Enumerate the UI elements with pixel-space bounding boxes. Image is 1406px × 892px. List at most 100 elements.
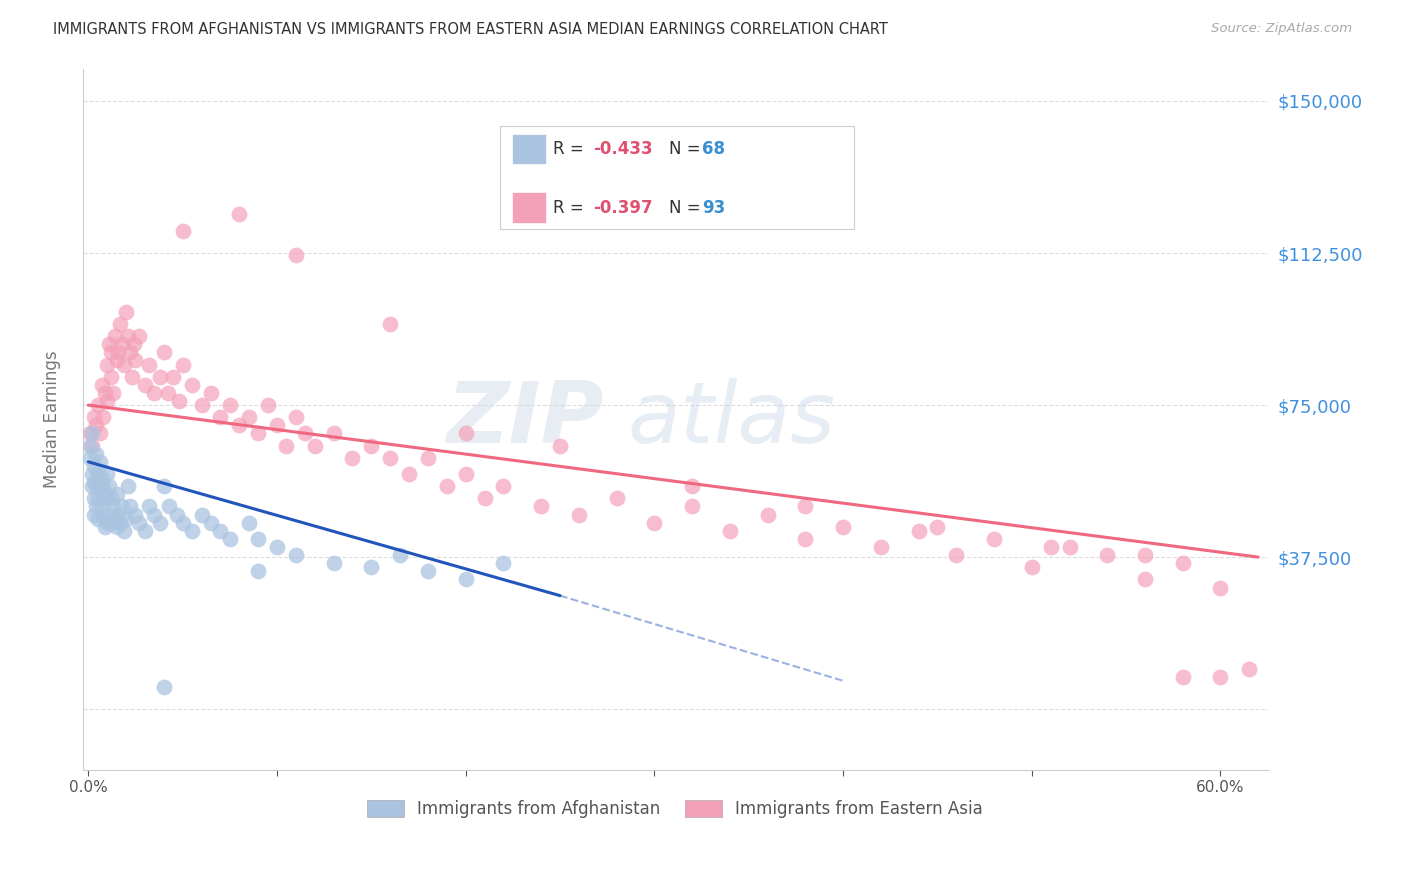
- Point: [1039, 540, 1062, 554]
- Point: [84, 500, 107, 514]
- Point: [83, 458, 105, 473]
- Point: [96, 394, 118, 409]
- Point: [96, 516, 118, 530]
- Point: [238, 516, 260, 530]
- Point: [172, 516, 194, 530]
- Point: [121, 369, 143, 384]
- Point: [96, 467, 118, 481]
- Point: [200, 516, 222, 530]
- Point: [218, 398, 240, 412]
- Point: [1237, 662, 1260, 676]
- Point: [100, 369, 122, 384]
- Point: [104, 511, 127, 525]
- Point: [606, 491, 628, 506]
- Point: [436, 479, 458, 493]
- Point: [90, 377, 112, 392]
- Point: [87, 467, 110, 481]
- Point: [84, 447, 107, 461]
- Point: [398, 467, 420, 481]
- Point: [94, 519, 117, 533]
- Point: [360, 560, 382, 574]
- Point: [93, 479, 115, 493]
- Point: [416, 564, 439, 578]
- Point: [945, 548, 967, 562]
- Point: [1209, 670, 1232, 684]
- Point: [228, 418, 250, 433]
- Point: [927, 519, 949, 533]
- Point: [247, 564, 270, 578]
- Point: [247, 532, 270, 546]
- Point: [756, 508, 779, 522]
- Point: [96, 491, 118, 506]
- Point: [568, 508, 591, 522]
- Point: [87, 491, 110, 506]
- Point: [134, 377, 156, 392]
- Point: [90, 500, 112, 514]
- Text: N =: N =: [669, 199, 706, 217]
- Point: [149, 516, 172, 530]
- Text: 68: 68: [703, 140, 725, 158]
- Point: [832, 519, 855, 533]
- Point: [492, 479, 515, 493]
- Point: [143, 385, 166, 400]
- Text: atlas: atlas: [627, 377, 835, 461]
- Point: [93, 508, 115, 522]
- Point: [96, 358, 118, 372]
- Point: [79, 426, 101, 441]
- Point: [1059, 540, 1081, 554]
- Point: [94, 385, 117, 400]
- Point: [124, 353, 146, 368]
- Point: [83, 508, 105, 522]
- Point: [228, 207, 250, 221]
- Point: [80, 467, 103, 481]
- Point: [907, 524, 929, 538]
- Point: [80, 426, 103, 441]
- Point: [98, 508, 121, 522]
- Point: [128, 329, 150, 343]
- Point: [380, 317, 402, 331]
- Point: [172, 224, 194, 238]
- Point: [284, 248, 307, 262]
- Point: [79, 439, 101, 453]
- Text: 93: 93: [703, 199, 725, 217]
- Point: [209, 524, 232, 538]
- Point: [89, 479, 111, 493]
- Point: [794, 500, 817, 514]
- Point: [166, 508, 188, 522]
- Point: [117, 329, 139, 343]
- Point: [83, 491, 105, 506]
- Point: [643, 516, 665, 530]
- Point: [87, 398, 110, 412]
- Point: [681, 479, 703, 493]
- Point: [138, 358, 160, 372]
- Point: [304, 439, 326, 453]
- Legend: Immigrants from Afghanistan, Immigrants from Eastern Asia: Immigrants from Afghanistan, Immigrants …: [360, 793, 990, 825]
- Point: [548, 439, 571, 453]
- Point: [100, 516, 122, 530]
- Text: Source: ZipAtlas.com: Source: ZipAtlas.com: [1212, 22, 1353, 36]
- Point: [115, 511, 138, 525]
- Point: [530, 500, 553, 514]
- Point: [112, 524, 135, 538]
- Point: [118, 345, 141, 359]
- Point: [284, 410, 307, 425]
- Point: [83, 475, 105, 489]
- Text: -0.397: -0.397: [593, 199, 652, 217]
- Point: [89, 455, 111, 469]
- Point: [181, 377, 204, 392]
- Point: [322, 556, 344, 570]
- Point: [492, 556, 515, 570]
- Point: [869, 540, 891, 554]
- Point: [105, 487, 128, 501]
- Text: R =: R =: [554, 140, 589, 158]
- Text: R =: R =: [554, 199, 589, 217]
- Point: [322, 426, 344, 441]
- Point: [90, 471, 112, 485]
- Point: [1021, 560, 1043, 574]
- Point: [122, 337, 145, 351]
- Point: [388, 548, 411, 562]
- Point: [152, 680, 174, 694]
- Point: [107, 508, 129, 522]
- Point: [105, 519, 128, 533]
- Point: [167, 394, 190, 409]
